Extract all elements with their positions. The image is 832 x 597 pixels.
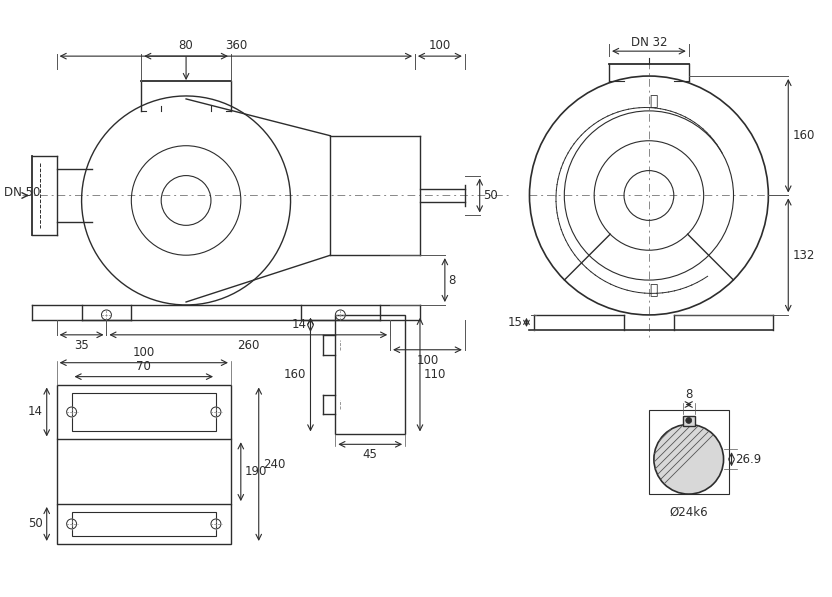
Text: Ø24k6: Ø24k6 <box>670 506 708 519</box>
Bar <box>57 504 230 544</box>
Text: 45: 45 <box>363 448 378 461</box>
Text: 15: 15 <box>508 316 522 329</box>
Circle shape <box>686 417 691 423</box>
Text: ⌵: ⌵ <box>650 283 658 297</box>
Text: 26.9: 26.9 <box>735 453 762 466</box>
Text: DN 32: DN 32 <box>631 36 667 49</box>
Text: 80: 80 <box>179 39 194 52</box>
Text: 160: 160 <box>285 368 306 381</box>
Text: 100: 100 <box>416 354 438 367</box>
Text: 110: 110 <box>424 368 446 381</box>
Bar <box>335 315 405 435</box>
Text: 190: 190 <box>245 465 267 478</box>
Text: 70: 70 <box>136 359 151 373</box>
Text: 100: 100 <box>132 346 155 359</box>
Text: 14: 14 <box>291 318 306 331</box>
Bar <box>57 384 230 439</box>
Bar <box>683 417 695 426</box>
Text: DN 50: DN 50 <box>4 186 40 199</box>
Text: 240: 240 <box>263 458 285 470</box>
Circle shape <box>654 424 724 494</box>
Text: 260: 260 <box>237 339 260 352</box>
Bar <box>649 411 729 494</box>
Text: 14: 14 <box>27 405 42 418</box>
Text: 132: 132 <box>792 249 815 261</box>
Bar <box>72 393 216 432</box>
Text: 35: 35 <box>74 339 89 352</box>
Bar <box>72 512 216 536</box>
Text: 160: 160 <box>792 130 815 142</box>
Text: 360: 360 <box>225 39 247 52</box>
Text: 100: 100 <box>428 39 451 52</box>
Text: 50: 50 <box>483 189 498 202</box>
Text: 50: 50 <box>28 518 42 531</box>
Text: ⌵: ⌵ <box>650 94 658 108</box>
Text: 8: 8 <box>685 387 692 401</box>
Text: 8: 8 <box>448 273 455 287</box>
